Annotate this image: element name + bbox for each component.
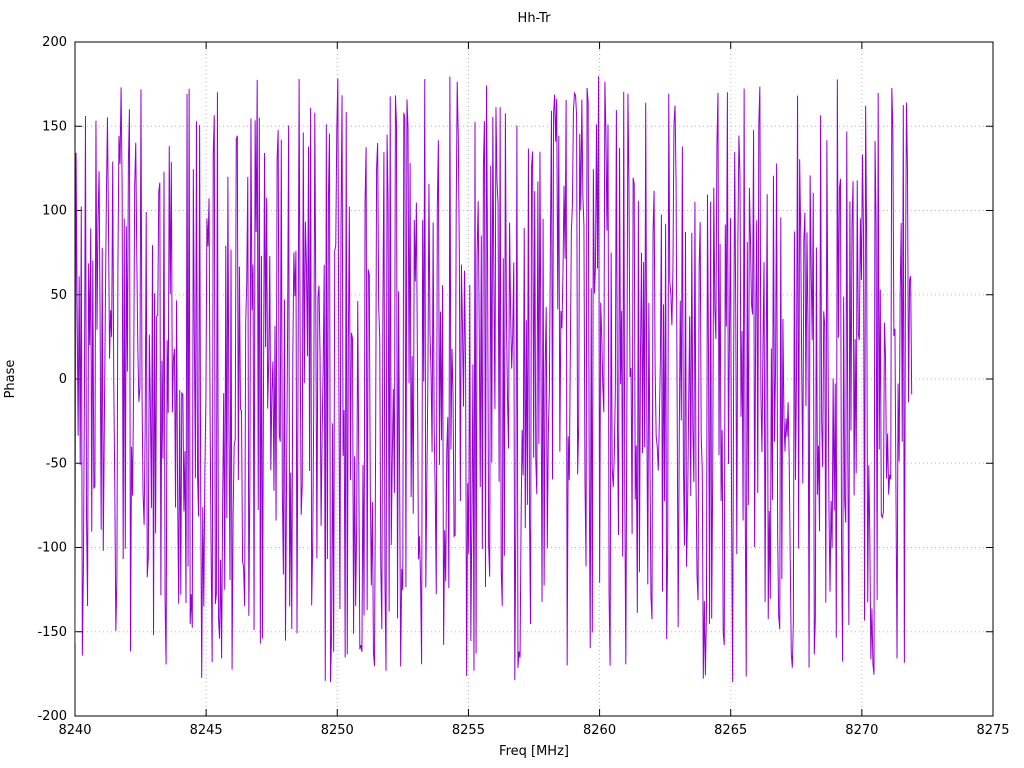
x-tick-label: 8250	[321, 723, 354, 738]
plot-border	[74, 41, 994, 717]
y-tick-label: 50	[50, 288, 67, 303]
y-tick-label: -50	[46, 456, 67, 471]
y-tick-label: -100	[37, 541, 67, 556]
x-tick-label: 8270	[845, 723, 878, 738]
x-tick-label: 8255	[452, 723, 485, 738]
chart-title: Hh-Tr	[518, 11, 552, 26]
x-tick-label: 8245	[190, 723, 223, 738]
phase-series-line	[75, 76, 913, 683]
y-tick-label: 100	[42, 204, 67, 219]
x-axis-label: Freq [MHz]	[499, 744, 569, 759]
y-tick-label: 150	[42, 119, 67, 134]
y-tick-label: -150	[37, 625, 67, 640]
x-tick-label: 8265	[714, 723, 747, 738]
y-tick-label: -200	[37, 709, 67, 724]
tick-labels: 8240 8245 8250 8255 8260 8265 8270 8275 -200 -150…	[37, 35, 1009, 738]
x-tick-label: 8275	[976, 723, 1009, 738]
y-tick-label: 0	[59, 372, 67, 387]
y-axis-label: Phase	[3, 360, 18, 399]
x-tick-label: 8260	[583, 723, 616, 738]
x-tick-label: 8240	[58, 723, 91, 738]
y-tick-label: 200	[42, 35, 67, 50]
